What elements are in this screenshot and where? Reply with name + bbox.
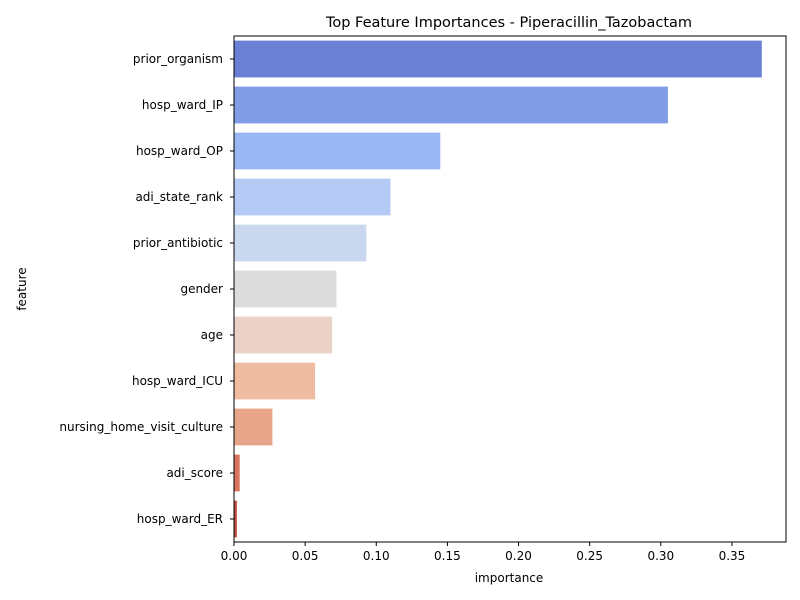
bar-age	[234, 316, 333, 354]
x-tick-label: 0.15	[434, 549, 461, 563]
x-tick-label: 0.35	[719, 549, 746, 563]
x-ticks: 0.00 0.05 0.10 0.15 0.20 0.25 0.30 0.35	[221, 542, 746, 563]
bar-adi_state_rank	[234, 178, 391, 216]
y-tick-label: prior_organism	[133, 52, 223, 66]
x-tick-label: 0.30	[647, 549, 674, 563]
y-tick-label: hosp_ward_ICU	[132, 374, 223, 388]
y-tick-label: hosp_ward_ER	[137, 512, 223, 526]
axes-spines	[233, 35, 787, 543]
x-tick-label: 0.25	[576, 549, 603, 563]
y-tick-label: prior_antibiotic	[133, 236, 223, 250]
y-tick-label: gender	[180, 282, 223, 296]
y-tick-labels: prior_organism hosp_ward_IP hosp_ward_OPad…	[59, 52, 234, 526]
y-tick-label: hosp_ward_IP	[142, 98, 223, 112]
y-tick-label: nursing_home_visit_culture	[59, 420, 223, 434]
bar-hosp_ward_ICU	[234, 362, 316, 400]
x-tick-label: 0.00	[221, 549, 248, 563]
bar-hosp_ward_OP	[234, 132, 441, 170]
bar-hosp_ward_IP	[234, 86, 668, 124]
y-tick-label: adi_state_rank	[135, 190, 223, 204]
bar-nursing_home_visit_culture	[234, 408, 273, 446]
y-tick-label: adi_score	[166, 466, 223, 480]
x-tick-label: 0.05	[292, 549, 319, 563]
chart-title: Top Feature Importances - Piperacillin_T…	[325, 15, 692, 31]
plot-frame	[233, 35, 787, 543]
x-tick-label: 0.20	[505, 549, 532, 563]
x-axis-label: importance	[475, 571, 544, 585]
bar-prior_organism	[234, 40, 762, 78]
x-tick-label: 0.10	[363, 549, 390, 563]
bar-hosp_ward_ER	[234, 500, 237, 538]
bar-prior_antibiotic	[234, 224, 367, 262]
bars-group	[234, 40, 762, 538]
bar-adi_score	[234, 454, 240, 492]
y-axis-label: feature	[15, 267, 29, 310]
bar-gender	[234, 270, 337, 308]
y-tick-label: age	[201, 328, 223, 342]
y-tick-label: hosp_ward_OP	[136, 144, 223, 158]
